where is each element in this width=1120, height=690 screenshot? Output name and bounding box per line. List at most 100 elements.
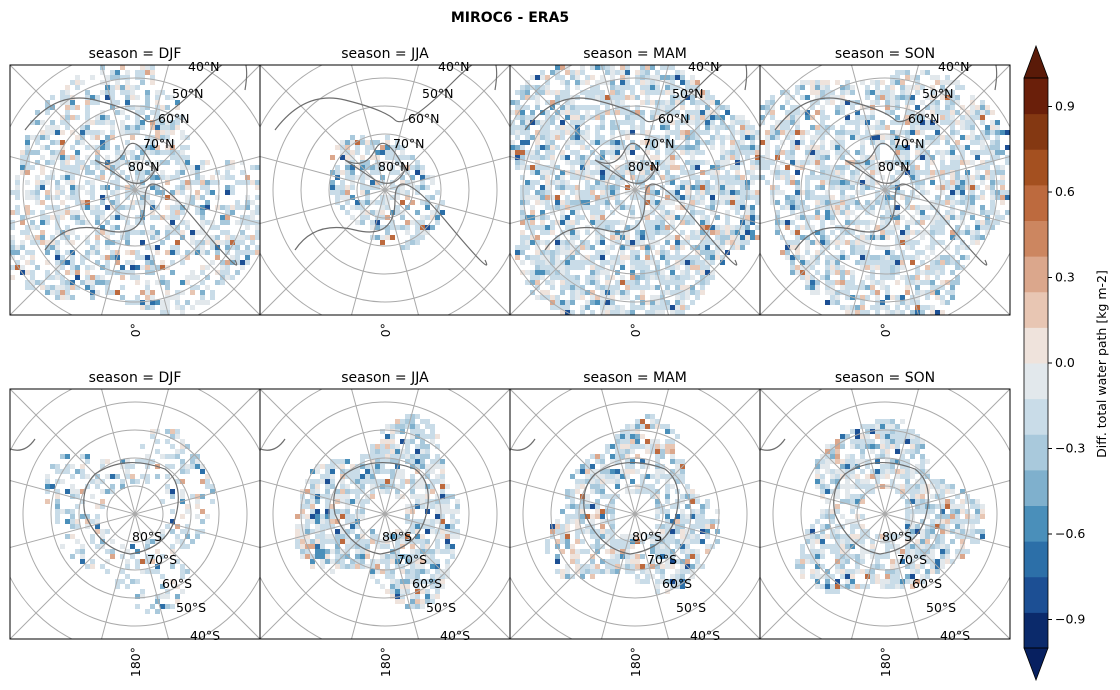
latitude-label: 40°N — [188, 59, 220, 74]
latitude-label: 50°S — [676, 600, 706, 615]
map-panel-5: season = DJF 80°S 70°S 60°S 50°S 40°S 180° — [9, 370, 261, 677]
colorbar-segment — [1024, 469, 1048, 506]
latitude-label: 80°S — [632, 529, 662, 544]
colorbar-segment — [1024, 184, 1048, 221]
latitude-label: 70°N — [893, 136, 925, 151]
meridian-label: 0° — [128, 323, 143, 337]
colorbar-segment — [1024, 149, 1048, 186]
colorbar-extend-low — [1023, 647, 1049, 682]
map-area — [260, 65, 510, 315]
colorbar-tick-label: −0.3 — [1055, 441, 1085, 456]
map-panels: season = DJF40°N50°N60°N70°N80°N0°season… — [9, 46, 1011, 677]
latitude-label: 80°N — [628, 159, 660, 174]
panel-title: season = JJA — [341, 370, 429, 386]
graticule — [760, 65, 1010, 315]
latitude-label: 50°S — [426, 600, 456, 615]
latitude-label: 50°N — [672, 86, 704, 101]
map-area — [510, 65, 760, 315]
latitude-label: 40°N — [938, 59, 970, 74]
panel-title: season = DJF — [89, 46, 182, 62]
latitude-label: 50°N — [172, 86, 204, 101]
latitude-label: 80°S — [132, 529, 162, 544]
latitude-label: 40°N — [688, 59, 720, 74]
latitude-label: 70°S — [397, 552, 427, 567]
colorbar-segment — [1024, 541, 1048, 578]
colorbar-segment — [1024, 505, 1048, 542]
colorbar: 0.9 0.6 0.3 0.0 −0.3 −0.6 −0.9 — [1023, 44, 1085, 682]
latitude-label: 60°S — [662, 576, 692, 591]
latitude-label: 60°S — [412, 576, 442, 591]
panel-title: season = JJA — [341, 46, 429, 62]
latitude-label: 70°S — [647, 552, 677, 567]
meridian-label: 0° — [878, 323, 893, 337]
panel-title: season = MAM — [583, 370, 687, 386]
latitude-label: 40°S — [690, 628, 720, 643]
map-area — [10, 389, 260, 639]
map-panel-6: season = JJA 80°S 70°S 60°S 50°S 40°S 180° — [259, 370, 511, 677]
coastlines — [10, 438, 179, 555]
latitude-label: 60°N — [408, 111, 440, 126]
colorbar-segment — [1024, 113, 1048, 150]
latitude-label: 80°N — [878, 159, 910, 174]
coastlines — [760, 438, 929, 555]
latitude-label: 70°N — [393, 136, 425, 151]
coastlines — [774, 65, 998, 266]
colorbar-tick-label: 0.0 — [1055, 355, 1075, 370]
coastlines — [24, 65, 248, 266]
map-panel-1: season = DJF 40°N 50°N 60°N 70°N 80°N 0° — [9, 46, 261, 337]
coastlines — [524, 65, 748, 266]
graticule — [510, 389, 760, 639]
map-area — [760, 389, 1010, 639]
map-area — [510, 389, 760, 639]
meridian-label: 180° — [628, 647, 643, 677]
meridian-label: 180° — [878, 647, 893, 677]
colorbar-tick-label: 0.9 — [1055, 99, 1075, 114]
map-area — [760, 65, 1010, 315]
latitude-label: 80°S — [382, 529, 412, 544]
latitude-label: 60°N — [658, 111, 690, 126]
latitude-label: 60°S — [912, 576, 942, 591]
latitude-label: 60°N — [158, 111, 190, 126]
colorbar-label: Diff. total water path [kg m-2] — [1094, 270, 1109, 458]
colorbar-tick-label: 0.3 — [1055, 270, 1075, 285]
colorbar-segment — [1024, 576, 1048, 613]
latitude-label: 80°N — [378, 159, 410, 174]
panel-frame — [759, 388, 1011, 640]
meridian-label: 180° — [378, 647, 393, 677]
graticule — [760, 389, 1010, 639]
latitude-label: 70°N — [643, 136, 675, 151]
latitude-label: 70°S — [897, 552, 927, 567]
map-panel-7: season = MAM 80°S 70°S 60°S 50°S 40°S 180° — [509, 370, 761, 677]
meridian-label: 0° — [628, 323, 643, 337]
panel-title: season = DJF — [89, 370, 182, 386]
meridian-label: 180° — [128, 647, 143, 677]
colorbar-tick-label: 0.6 — [1055, 184, 1075, 199]
latitude-label: 60°S — [162, 576, 192, 591]
latitude-label: 80°N — [128, 159, 160, 174]
map-area — [260, 389, 510, 639]
panel-title: season = SON — [835, 370, 935, 386]
panel-frame — [759, 64, 1011, 316]
latitude-label: 70°S — [147, 552, 177, 567]
map-area — [10, 65, 260, 315]
colorbar-segment — [1024, 434, 1048, 471]
latitude-label: 40°S — [190, 628, 220, 643]
colorbar-segment — [1024, 612, 1048, 649]
latitude-label: 50°S — [176, 600, 206, 615]
colorbar-segment — [1024, 327, 1048, 364]
colorbar-segment — [1024, 78, 1048, 115]
colorbar-segment — [1024, 220, 1048, 257]
latitude-label: 50°S — [926, 600, 956, 615]
latitude-label: 40°S — [940, 628, 970, 643]
meridian-label: 0° — [378, 323, 393, 337]
latitude-label: 40°N — [438, 59, 470, 74]
latitude-label: 70°N — [143, 136, 175, 151]
figure-title: MIROC6 - ERA5 — [451, 10, 569, 26]
coastlines — [510, 438, 679, 555]
data-field — [510, 65, 760, 315]
colorbar-tick-label: −0.9 — [1055, 612, 1085, 627]
colorbar-segment — [1024, 363, 1048, 400]
map-panel-2: season = JJA 40°N 50°N 60°N 70°N 80°N 0° — [259, 46, 511, 337]
colorbar-segment — [1024, 256, 1048, 293]
